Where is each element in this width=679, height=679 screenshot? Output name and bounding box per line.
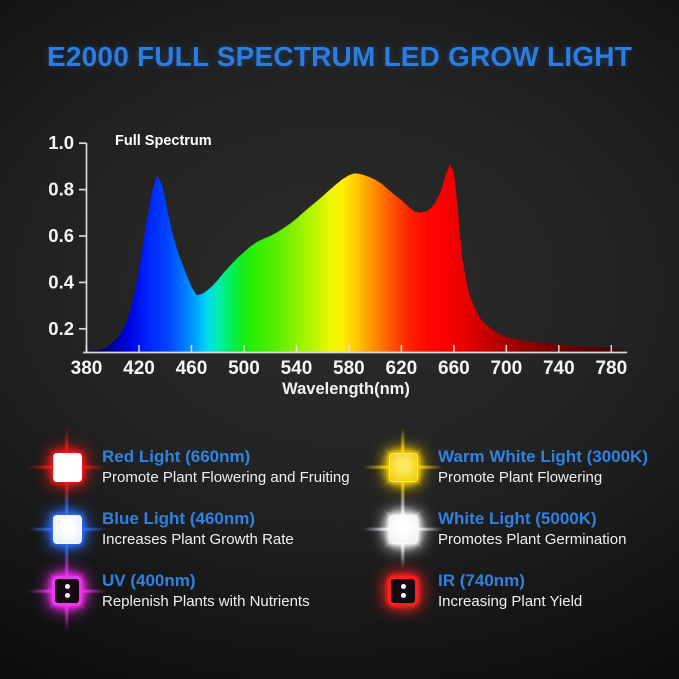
page-title: E2000 FULL SPECTRUM LED GROW LIGHT [47, 41, 632, 72]
warm-white-led-icon [363, 427, 443, 507]
led-chip [388, 514, 418, 544]
legend-text: White Light (5000K) Promotes Plant Germin… [438, 509, 626, 549]
x-tick-label: 780 [595, 358, 627, 379]
legend-item-red-light: Red Light (660nm) Promote Plant Flowering… [27, 427, 372, 507]
legend-item-ir: IR (740nm) Increasing Plant Yield [372, 560, 669, 622]
legend-text: Blue Light (460nm) Increases Plant Growth… [102, 509, 294, 549]
red-led-icon [27, 427, 107, 507]
led-chip [52, 576, 82, 606]
x-tick-label: 620 [386, 358, 418, 379]
legend-text: IR (740nm) Increasing Plant Yield [438, 571, 582, 611]
y-tick-label: 0.6 [48, 225, 74, 246]
legend-item-white-light: White Light (5000K) Promotes Plant Germin… [363, 489, 669, 569]
x-tick-label: 420 [123, 358, 155, 379]
legend-item-uv: UV (400nm) Replenish Plants with Nutrient… [27, 551, 372, 631]
led-chip [388, 576, 418, 606]
x-tick-label: 460 [176, 358, 208, 379]
legend-text: Warm White Light (3000K) Promote Plant Fl… [438, 447, 648, 487]
legend-desc: Increasing Plant Yield [438, 592, 583, 610]
led-chip-dot [64, 593, 70, 598]
legend-text: Red Light (660nm) Promote Plant Flowering… [102, 447, 350, 487]
x-axis-label: Wavelength(nm) [282, 380, 410, 398]
chart-title: Full Spectrum [115, 133, 212, 149]
y-tick-label: 1.0 [48, 132, 74, 153]
x-tick-label: 500 [228, 358, 260, 379]
spectrum-chart: 0.2 0.4 0.6 0.8 1.0 380 420 460 500 540 580 620 660 7… [48, 132, 627, 398]
blue-led-icon [27, 489, 107, 569]
led-chip [52, 514, 82, 544]
legend-title: UV (400nm) [102, 571, 196, 591]
y-tick-label: 0.4 [48, 271, 74, 292]
x-tick-label: 740 [543, 358, 575, 379]
uv-led-icon [27, 551, 107, 631]
legend-title: Blue Light (460nm) [102, 509, 256, 529]
led-chip [52, 452, 82, 482]
white-led-icon [363, 489, 443, 569]
x-tick-label: 380 [71, 358, 103, 379]
led-chip-dot [400, 584, 406, 589]
x-tick-label: 540 [281, 358, 313, 379]
led-chip-dot [64, 584, 70, 589]
led-chip [388, 452, 418, 482]
legend-title: Warm White Light (3000K) [438, 447, 648, 467]
ir-led-icon [372, 560, 434, 622]
led-chip-dot [400, 593, 406, 598]
legend-desc: Replenish Plants with Nutrients [102, 592, 310, 610]
x-tick-label: 700 [490, 358, 522, 379]
x-tick-label: 580 [333, 358, 365, 379]
x-tick-label: 660 [438, 358, 470, 379]
y-tick-label: 0.8 [48, 179, 74, 200]
legend-desc: Promotes Plant Germination [438, 530, 627, 548]
legend-text: UV (400nm) Replenish Plants with Nutrient… [102, 571, 310, 611]
legend-desc: Promote Plant Flowering [438, 468, 603, 486]
legend-item-blue-light: Blue Light (460nm) Increases Plant Growth… [27, 489, 372, 569]
legend-item-warm-white-light: Warm White Light (3000K) Promote Plant Fl… [363, 427, 669, 507]
legend-desc: Promote Plant Flowering and Fruiting [102, 468, 350, 486]
legend-title: White Light (5000K) [438, 509, 597, 529]
y-tick-label: 0.2 [48, 318, 74, 339]
legend-title: Red Light (660nm) [102, 447, 251, 467]
led-legend: Red Light (660nm) Promote Plant Flowering… [27, 427, 669, 631]
legend-title: IR (740nm) [438, 571, 525, 591]
spectrum-area [86, 164, 626, 352]
legend-desc: Increases Plant Growth Rate [102, 530, 294, 548]
